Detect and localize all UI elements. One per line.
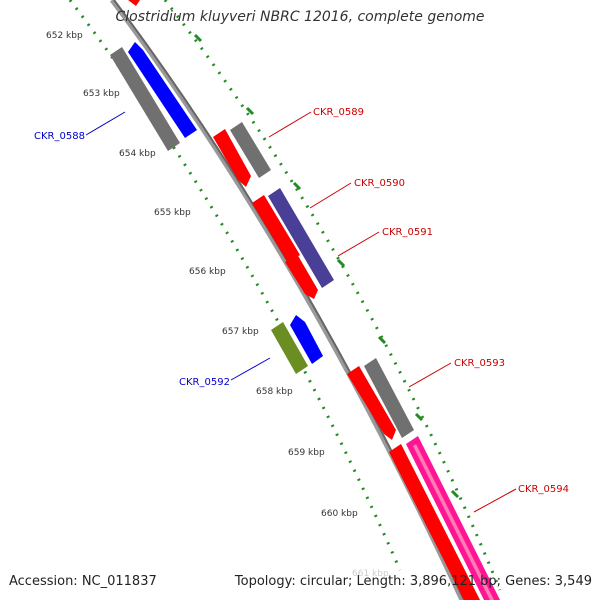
ruler-label: 654 kbp	[119, 149, 156, 159]
genome-summary-text: Topology: circular; Length: 3,896,121 bp…	[234, 574, 592, 589]
gene-CKR_0593-arrow[interactable]	[347, 366, 396, 440]
gene-CKR_0588-group	[110, 42, 197, 151]
gene-CKR_0591-arrow[interactable]	[268, 188, 334, 288]
gene-CKR_0589-arrow[interactable]	[213, 129, 251, 187]
ruler-label: 657 kbp	[222, 327, 259, 337]
gene-gray-block[interactable]	[110, 47, 180, 151]
ruler-labels: 652 kbp 653 kbp 654 kbp 655 kbp 656 kbp …	[46, 31, 389, 579]
gene-pink-highlight	[413, 444, 494, 600]
gene-label-CKR_0591[interactable]: CKR_0591	[382, 227, 433, 238]
ruler-label: 660 kbp	[321, 509, 358, 519]
gene-gray-block-0593[interactable]	[364, 358, 414, 438]
gene-gray-block-0589[interactable]	[230, 122, 271, 178]
gene-label-CKR_0593[interactable]: CKR_0593	[454, 358, 505, 369]
map-title: Clostridium kluyveri NBRC 12016, complet…	[115, 9, 485, 25]
ruler-outer-line	[68, 0, 402, 571]
gene-label-CKR_0592[interactable]: CKR_0592	[179, 377, 230, 388]
ruler-label: 658 kbp	[256, 387, 293, 397]
ruler-label: 661 kbp	[352, 569, 389, 579]
gene-CKR_0590-arrow[interactable]	[252, 195, 300, 263]
accession-text: Accession: NC_011837	[9, 574, 157, 589]
gene-top-red-fragment[interactable]	[128, 0, 140, 6]
gene-red-large-arrow[interactable]	[389, 444, 480, 600]
ruler-major-ticks	[193, 33, 460, 499]
gene-CKR_0592-arrow[interactable]	[290, 315, 323, 364]
label-leaders	[85, 111, 517, 513]
ruler-inner-line	[163, 0, 502, 591]
gene-label-CKR_0594[interactable]: CKR_0594	[518, 484, 569, 495]
gene-CKR_0594-group	[389, 436, 500, 600]
gene-CKR_0588-arrow[interactable]	[128, 42, 197, 138]
ruler-label: 653 kbp	[83, 89, 120, 99]
gene-CKR_0592-group	[271, 315, 323, 374]
gene-red-small-arrow[interactable]	[285, 254, 318, 299]
gene-CKR_0591-group	[268, 188, 334, 288]
ruler-label: 655 kbp	[154, 208, 191, 218]
gene-labels: CKR_0588 CKR_0589 CKR_0590 CKR_0591 CKR_…	[34, 107, 569, 495]
ruler-label: 659 kbp	[288, 448, 325, 458]
gene-CKR_0589-group	[213, 122, 271, 187]
gene-CKR_0593-group	[347, 358, 414, 440]
gene-olive-block[interactable]	[271, 322, 308, 374]
gene-CKR_0590-group	[252, 195, 318, 299]
gene-label-CKR_0589[interactable]: CKR_0589	[313, 107, 364, 118]
gene-label-CKR_0588[interactable]: CKR_0588	[34, 131, 85, 142]
ruler-label: 656 kbp	[189, 267, 226, 277]
gene-label-CKR_0590[interactable]: CKR_0590	[354, 178, 405, 189]
ruler-label: 652 kbp	[46, 31, 83, 41]
